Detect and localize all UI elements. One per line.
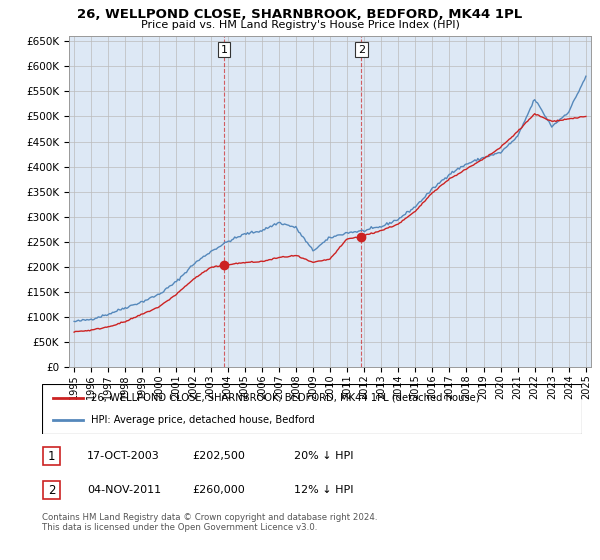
Text: 26, WELLPOND CLOSE, SHARNBROOK, BEDFORD, MK44 1PL: 26, WELLPOND CLOSE, SHARNBROOK, BEDFORD,… [77, 8, 523, 21]
Text: 26, WELLPOND CLOSE, SHARNBROOK, BEDFORD, MK44 1PL (detached house): 26, WELLPOND CLOSE, SHARNBROOK, BEDFORD,… [91, 393, 479, 403]
Text: 04-NOV-2011: 04-NOV-2011 [87, 485, 161, 495]
Text: 1: 1 [221, 45, 227, 55]
Text: £260,000: £260,000 [192, 485, 245, 495]
Text: 2: 2 [48, 483, 55, 497]
Text: 17-OCT-2003: 17-OCT-2003 [87, 451, 160, 461]
Text: Price paid vs. HM Land Registry's House Price Index (HPI): Price paid vs. HM Land Registry's House … [140, 20, 460, 30]
Text: £202,500: £202,500 [192, 451, 245, 461]
Text: 2: 2 [358, 45, 365, 55]
Text: 20% ↓ HPI: 20% ↓ HPI [294, 451, 353, 461]
Text: This data is licensed under the Open Government Licence v3.0.: This data is licensed under the Open Gov… [42, 523, 317, 532]
Text: HPI: Average price, detached house, Bedford: HPI: Average price, detached house, Bedf… [91, 415, 314, 425]
Text: 1: 1 [48, 450, 55, 463]
Text: Contains HM Land Registry data © Crown copyright and database right 2024.: Contains HM Land Registry data © Crown c… [42, 513, 377, 522]
Text: 12% ↓ HPI: 12% ↓ HPI [294, 485, 353, 495]
